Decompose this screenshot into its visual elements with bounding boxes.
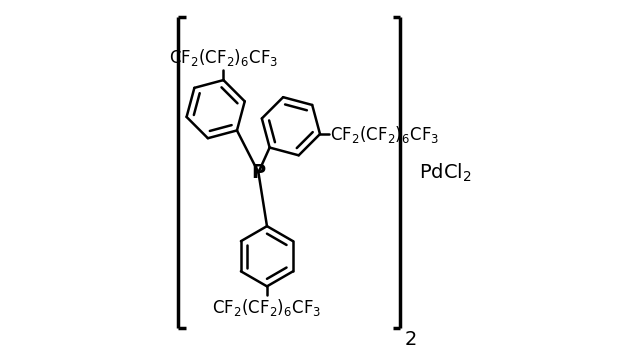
- Text: CF$_2$(CF$_2$)$_6$CF$_3$: CF$_2$(CF$_2$)$_6$CF$_3$: [330, 124, 440, 144]
- Text: PdCl$_2$: PdCl$_2$: [419, 161, 472, 184]
- Text: 2: 2: [404, 330, 417, 349]
- Text: CF$_2$(CF$_2$)$_6$CF$_3$: CF$_2$(CF$_2$)$_6$CF$_3$: [212, 297, 322, 318]
- Text: CF$_2$(CF$_2$)$_6$CF$_3$: CF$_2$(CF$_2$)$_6$CF$_3$: [169, 47, 278, 68]
- Text: P: P: [252, 163, 266, 182]
